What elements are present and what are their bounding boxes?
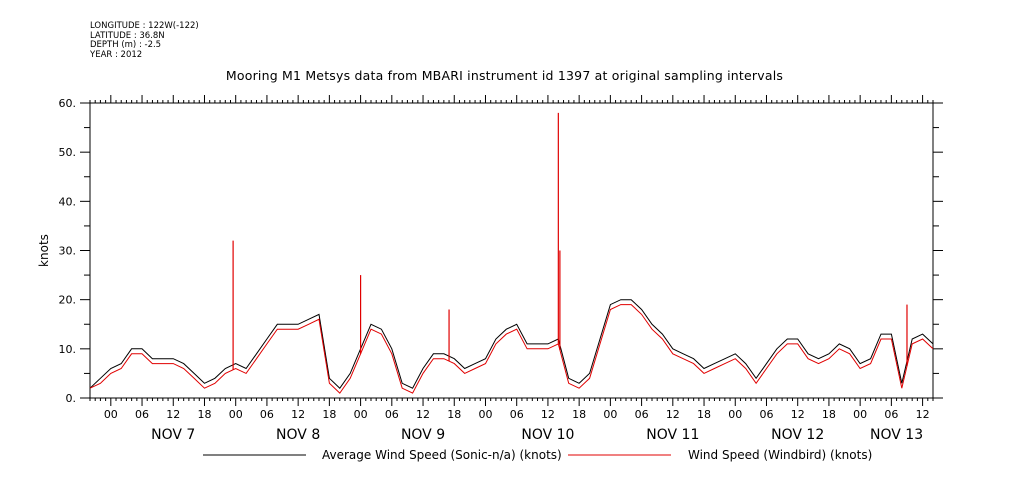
x-tick-label: 06: [884, 408, 898, 421]
y-tick-label: 40.: [59, 195, 77, 208]
date-label: NOV 9: [401, 427, 445, 443]
legend-label-average: Average Wind Speed (Sonic-n/a) (knots): [322, 448, 562, 462]
x-tick-label: 06: [759, 408, 773, 421]
chart-title: Mooring M1 Metsys data from MBARI instru…: [225, 68, 784, 83]
average-wind-speed-line: [89, 299, 934, 389]
y-tick-label: 10.: [59, 343, 77, 356]
plot-border: [89, 102, 934, 399]
date-label: NOV 13: [870, 427, 923, 443]
depth-label: DEPTH (m) : -2.5: [90, 40, 162, 50]
series-lines: [89, 112, 934, 394]
x-tick-label: 00: [603, 408, 617, 421]
axis-labels: 0. 10. 20. 30. 40. 50. 60. knots 00 06 12 18 00 06 12 1…: [37, 97, 930, 443]
x-tick-label: 00: [728, 408, 742, 421]
date-label: NOV 12: [771, 427, 824, 443]
x-tick-label: 00: [354, 408, 368, 421]
x-tick-label: 00: [478, 408, 492, 421]
axis-ticks: [80, 95, 943, 406]
plot-frame: [89, 102, 934, 399]
longitude-label: LONGITUDE : 122W(-122): [90, 21, 199, 31]
x-tick-label: 18: [822, 408, 836, 421]
x-tick-label: 00: [229, 408, 243, 421]
date-label: NOV 11: [646, 427, 699, 443]
x-tick-label: 12: [916, 408, 930, 421]
date-label: NOV 8: [276, 427, 320, 443]
y-tick-label: 30.: [59, 245, 77, 258]
y-tick-label: 60.: [59, 97, 77, 110]
legend-label-windbird: Wind Speed (Windbird) (knots): [688, 448, 872, 462]
x-tick-label: 12: [291, 408, 305, 421]
x-tick-label: 12: [791, 408, 805, 421]
x-tick-label: 06: [635, 408, 649, 421]
x-tick-label: 12: [666, 408, 680, 421]
x-tick-label: 18: [197, 408, 211, 421]
date-label: NOV 7: [151, 427, 195, 443]
x-tick-label: 00: [104, 408, 118, 421]
x-tick-label: 18: [447, 408, 461, 421]
x-tick-label: 06: [135, 408, 149, 421]
x-tick-label: 12: [166, 408, 180, 421]
x-tick-label: 12: [541, 408, 555, 421]
latitude-label: LATITUDE : 36.8N: [90, 30, 165, 41]
x-tick-label: 00: [853, 408, 867, 421]
x-tick-label: 18: [572, 408, 586, 421]
windbird-wind-speed-line: [89, 304, 934, 394]
year-label: YEAR : 2012: [90, 49, 143, 60]
x-tick-label: 06: [260, 408, 274, 421]
x-tick-label: 18: [322, 408, 336, 421]
legend: Average Wind Speed (Sonic-n/a) (knots) Wi…: [203, 448, 872, 462]
x-tick-label: 18: [697, 408, 711, 421]
y-axis-label: knots: [37, 234, 51, 267]
x-tick-label: 06: [385, 408, 399, 421]
y-tick-label: 50.: [59, 146, 77, 159]
date-label: NOV 10: [521, 427, 574, 443]
x-tick-label: 06: [510, 408, 524, 421]
y-tick-label: 0.: [66, 392, 77, 405]
x-tick-label: 12: [416, 408, 430, 421]
metadata-block: LONGITUDE : 122W(-122) LATITUDE : 36.8N …: [90, 21, 199, 60]
y-tick-label: 20.: [59, 294, 77, 307]
